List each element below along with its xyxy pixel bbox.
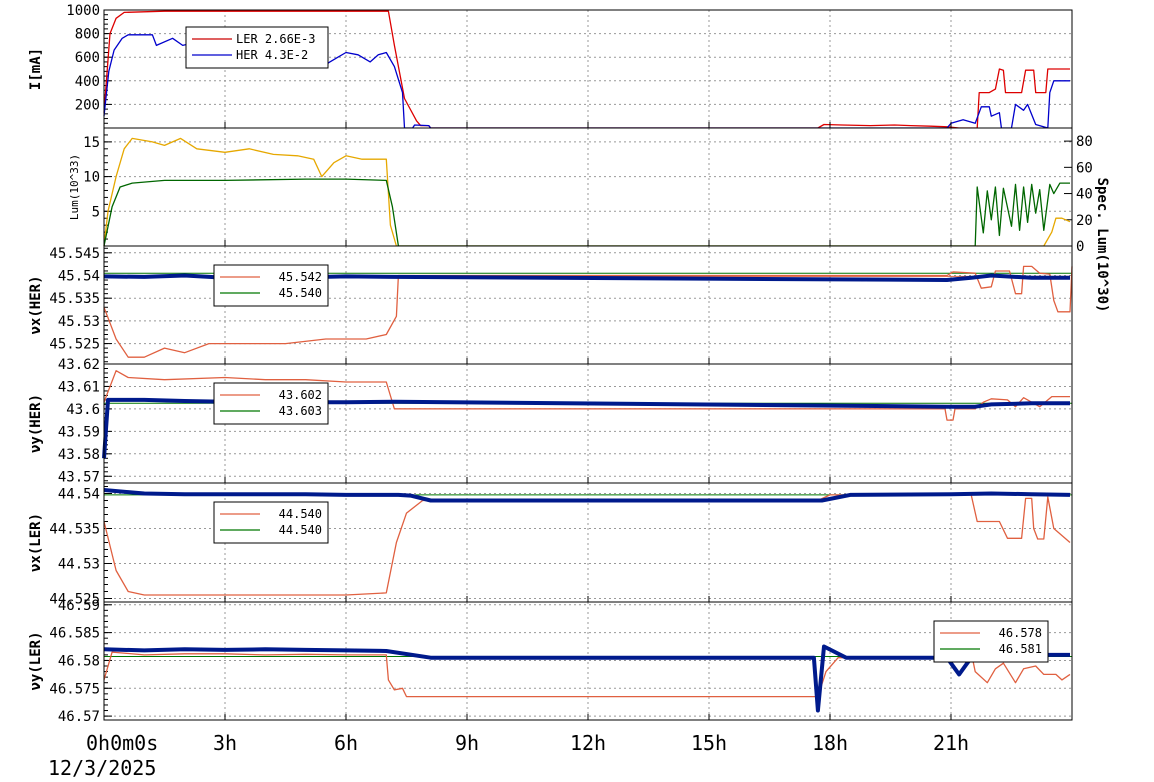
panel-luminosity: 5 10 15 0 20 40 60 80 Spec. Lum(10^30) Lum(10^33) xyxy=(68,127,1110,313)
panel-background xyxy=(104,602,1072,720)
y-tick-label: 43.59 xyxy=(58,424,100,440)
y-tick-label: 46.58 xyxy=(58,653,100,669)
y2-tick-label: 80 xyxy=(1076,134,1093,150)
y-tick-label: 45.53 xyxy=(58,314,100,330)
y-axis-label: νx(HER) xyxy=(28,275,44,334)
legend-box xyxy=(213,501,329,544)
y-tick-label: 46.575 xyxy=(49,681,100,697)
panel-background xyxy=(104,128,1072,246)
y-tick-label: 45.54 xyxy=(58,269,100,285)
x-tick-label: 21h xyxy=(933,731,969,755)
panel-current: 200 400 600 800 1000 I[mA] LER 2.66E-3 HER 4.3E… xyxy=(28,3,1073,129)
series-line-her xyxy=(103,34,1070,129)
x-tick-label: 15h xyxy=(691,731,727,755)
y-tick-label: 45.545 xyxy=(49,246,100,262)
y-tick-label: 43.62 xyxy=(58,357,100,373)
y-tick-label: 200 xyxy=(75,97,100,113)
panel-nuy_ler: 46.57 46.575 46.58 46.585 46.59 νy(LER) 46.578… xyxy=(28,598,1073,725)
legend-label: 45.542 xyxy=(279,270,322,284)
y-tick-label: 400 xyxy=(75,74,100,90)
date-label: 12/3/2025 xyxy=(48,756,156,780)
legend: 44.540 44.540 xyxy=(213,501,329,544)
y-tick-label: 43.61 xyxy=(58,379,100,395)
x-tick-label: 9h xyxy=(455,731,479,755)
legend-label: HER 4.3E-2 xyxy=(236,48,308,62)
y2-tick-label: 40 xyxy=(1076,187,1093,203)
y2-tick-label: 60 xyxy=(1076,160,1093,176)
legend-label: 44.540 xyxy=(279,523,322,537)
y-axis-label: νy(HER) xyxy=(28,394,44,453)
legend-label: 45.540 xyxy=(279,286,322,300)
y2-tick-label: 0 xyxy=(1076,239,1084,255)
legend-label: 43.603 xyxy=(279,404,322,418)
y-tick-label: 44.535 xyxy=(49,522,100,538)
legend-box xyxy=(185,26,329,69)
y-tick-label: 10 xyxy=(83,170,100,186)
legend-label: 46.578 xyxy=(999,626,1042,640)
y-tick-label: 44.525 xyxy=(49,592,100,608)
y-axis-label: νx(LER) xyxy=(28,513,44,572)
y-tick-label: 46.59 xyxy=(58,598,100,614)
y-tick-label: 46.57 xyxy=(58,709,100,725)
legend: 46.578 46.581 xyxy=(933,620,1049,663)
panel-nuy_her: 43.57 43.58 43.59 43.6 43.61 43.62 νy(HER) 43.6… xyxy=(28,357,1073,485)
y-axis-label: I[mA] xyxy=(28,48,44,90)
x-tick-label: 12h xyxy=(570,731,606,755)
legend-box xyxy=(213,382,329,425)
y-tick-label: 43.6 xyxy=(66,402,100,418)
x-tick-label: 0h0m0s xyxy=(86,731,158,755)
y-tick-label: 46.585 xyxy=(49,626,100,642)
series-line-set xyxy=(103,494,1071,596)
y-tick-label: 600 xyxy=(75,50,100,66)
series-line-set xyxy=(103,265,1073,358)
legend: LER 2.66E-3 HER 4.3E-2 xyxy=(185,26,329,69)
legend-box xyxy=(213,264,329,307)
y-tick-label: 43.58 xyxy=(58,447,100,463)
series-line-spec-lum xyxy=(103,178,1070,247)
x-tick-label: 3h xyxy=(213,731,237,755)
y-tick-label: 5 xyxy=(92,204,100,220)
y-axis-label: Lum(10^33) xyxy=(68,154,81,220)
y2-axis-label: Spec. Lum(10^30) xyxy=(1094,178,1110,313)
legend-label: 43.602 xyxy=(279,388,322,402)
series-line-meas xyxy=(103,273,1070,282)
x-tick-label: 18h xyxy=(812,731,848,755)
series-line-ler xyxy=(103,10,1070,129)
legend-label: 46.581 xyxy=(999,642,1042,656)
y2-tick-label: 20 xyxy=(1076,213,1093,229)
y-tick-label: 1000 xyxy=(66,3,100,19)
series-line-meas xyxy=(103,488,1071,503)
legend-label: 44.540 xyxy=(279,507,322,521)
y-tick-label: 44.53 xyxy=(58,557,100,573)
legend-label: LER 2.66E-3 xyxy=(236,32,315,46)
x-tick-label: 6h xyxy=(334,731,358,755)
y-tick-label: 45.525 xyxy=(49,337,100,353)
y-axis-label: νy(LER) xyxy=(28,631,44,690)
panel-nux_her: 45.525 45.53 45.535 45.54 45.545 νx(HER) 45.54… xyxy=(28,245,1073,365)
legend: 45.542 45.540 xyxy=(213,264,329,307)
series-line-set xyxy=(103,646,1071,698)
y-tick-label: 800 xyxy=(75,27,100,43)
y-tick-label: 44.54 xyxy=(58,487,100,503)
legend-box xyxy=(933,620,1049,663)
y-tick-label: 43.57 xyxy=(58,469,100,485)
y-tick-label: 45.535 xyxy=(49,291,100,307)
y-tick-label: 15 xyxy=(83,135,100,151)
legend: 43.602 43.603 xyxy=(213,382,329,425)
